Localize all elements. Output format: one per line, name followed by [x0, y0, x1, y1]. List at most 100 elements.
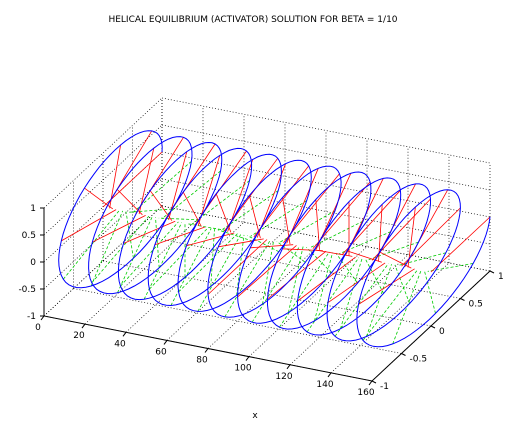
series-green-segment: [427, 263, 474, 272]
series-green-segment: [362, 269, 419, 341]
x-tick-label: 20: [73, 331, 85, 341]
series-green-segment: [368, 241, 419, 261]
series-green-layer: [62, 160, 474, 345]
y-tick-mark: [460, 298, 465, 301]
series-red-segment: [358, 268, 415, 305]
series-green-segment: [161, 170, 221, 220]
series-green-segment: [251, 245, 301, 323]
series-red-segment: [123, 220, 176, 244]
z-tick-label: -0.5: [18, 285, 36, 295]
series-red-segment: [186, 232, 235, 247]
series-red-segment: [61, 209, 117, 242]
series-green-segment: [197, 234, 242, 312]
z-tick-label: 0.5: [22, 231, 36, 241]
series-red-segment: [138, 148, 155, 215]
x-tick-mark: [81, 323, 86, 329]
series-green-segment: [398, 252, 447, 266]
series-green-segment: [224, 239, 271, 318]
x-tick-mark: [327, 372, 332, 378]
series-green-segment: [334, 263, 389, 337]
series-green-segment: [279, 251, 330, 328]
y-tick-mark: [371, 380, 377, 384]
x-tick-label: 120: [275, 372, 292, 382]
series-red-segment: [218, 238, 264, 248]
axes-box: [40, 207, 495, 386]
y-tick-mark: [489, 270, 495, 274]
series-green-segment: [158, 217, 200, 221]
series-red-segment: [116, 189, 143, 216]
series-green-segment: [335, 252, 358, 284]
series-green-segment: [191, 180, 250, 225]
y-tick-label: -1: [380, 382, 389, 392]
series-red-segment: [237, 245, 297, 298]
series-red-segment: [168, 151, 188, 221]
grid-line: [161, 97, 491, 164]
series-red-segment: [207, 239, 268, 295]
series-red-segment: [407, 206, 416, 268]
series-green-segment: [288, 246, 304, 313]
grid-line: [289, 254, 409, 366]
x-tick-mark: [204, 348, 209, 353]
series-green-segment: [306, 247, 332, 273]
x-axis-label: x: [252, 411, 258, 421]
series-green-segment: [220, 190, 279, 231]
series-blue-line: [58, 130, 491, 348]
series-green-segment: [178, 233, 238, 293]
series-red-segment: [154, 226, 205, 246]
series-green-segment: [125, 211, 134, 259]
x-tick-label: 160: [357, 388, 374, 398]
series-green-segment: [236, 234, 245, 296]
y-tick-label: 1: [498, 272, 504, 282]
x-tick-mark: [286, 364, 291, 370]
x-tick-label: 80: [196, 356, 208, 366]
x-tick-label: 100: [234, 364, 251, 374]
series-green-segment: [262, 240, 274, 305]
series-red-segment: [84, 187, 114, 210]
x-tick-label: 60: [155, 347, 167, 357]
x-tick-mark: [368, 380, 373, 386]
z-tick-label: 1: [30, 204, 36, 214]
series-red-segment: [327, 262, 386, 304]
series-red-segment: [149, 190, 173, 221]
series-green-segment: [170, 228, 212, 306]
series-red-segment: [379, 251, 412, 269]
series-red-segment: [314, 249, 353, 257]
series-green-segment: [394, 264, 410, 304]
series-red-segment: [267, 250, 327, 300]
series-green-segment: [129, 208, 173, 213]
series-green-segment: [132, 160, 192, 214]
series-green-segment: [143, 222, 183, 300]
series-blue-layer: [58, 130, 491, 348]
series-green-segment: [90, 210, 124, 287]
series-green-segment: [149, 227, 209, 290]
series-green-segment: [340, 258, 363, 329]
series-green-segment: [120, 221, 179, 287]
y-tick-label: -0.5: [410, 355, 428, 365]
x-tick-label: 40: [114, 339, 126, 349]
series-red-segment: [102, 151, 163, 208]
chart-title: HELICAL EQUILIBRIUM (ACTIVATOR) SOLUTION…: [108, 15, 397, 25]
series-red-segment: [92, 215, 146, 243]
series-red-segment: [250, 244, 294, 249]
series-green-segment: [424, 270, 436, 314]
series-green-segment: [366, 264, 392, 337]
series-green-segment: [117, 216, 153, 293]
x-tick-label: 140: [316, 380, 333, 390]
series-red-segment: [346, 250, 382, 263]
tick-labels: 0 20 40 60 80 100 120 140 160 -1 -0.5 0 0.5 1 -1 -0.5 0 0…: [18, 204, 503, 398]
z-tick-label: 0: [30, 258, 36, 268]
x-tick-mark: [245, 356, 250, 361]
series-red-segment: [371, 198, 431, 261]
x-tick-mark: [122, 331, 127, 337]
x-tick-label: 0: [35, 323, 41, 333]
series-red-segment: [430, 216, 491, 273]
series-green-segment: [365, 258, 384, 294]
series-green-segment: [155, 217, 160, 268]
y-tick-mark: [401, 353, 406, 356]
y-tick-label: 0: [439, 327, 445, 337]
series-green-segment: [392, 269, 422, 345]
series-green-segment: [314, 252, 333, 322]
series-red-layer: [61, 130, 491, 305]
